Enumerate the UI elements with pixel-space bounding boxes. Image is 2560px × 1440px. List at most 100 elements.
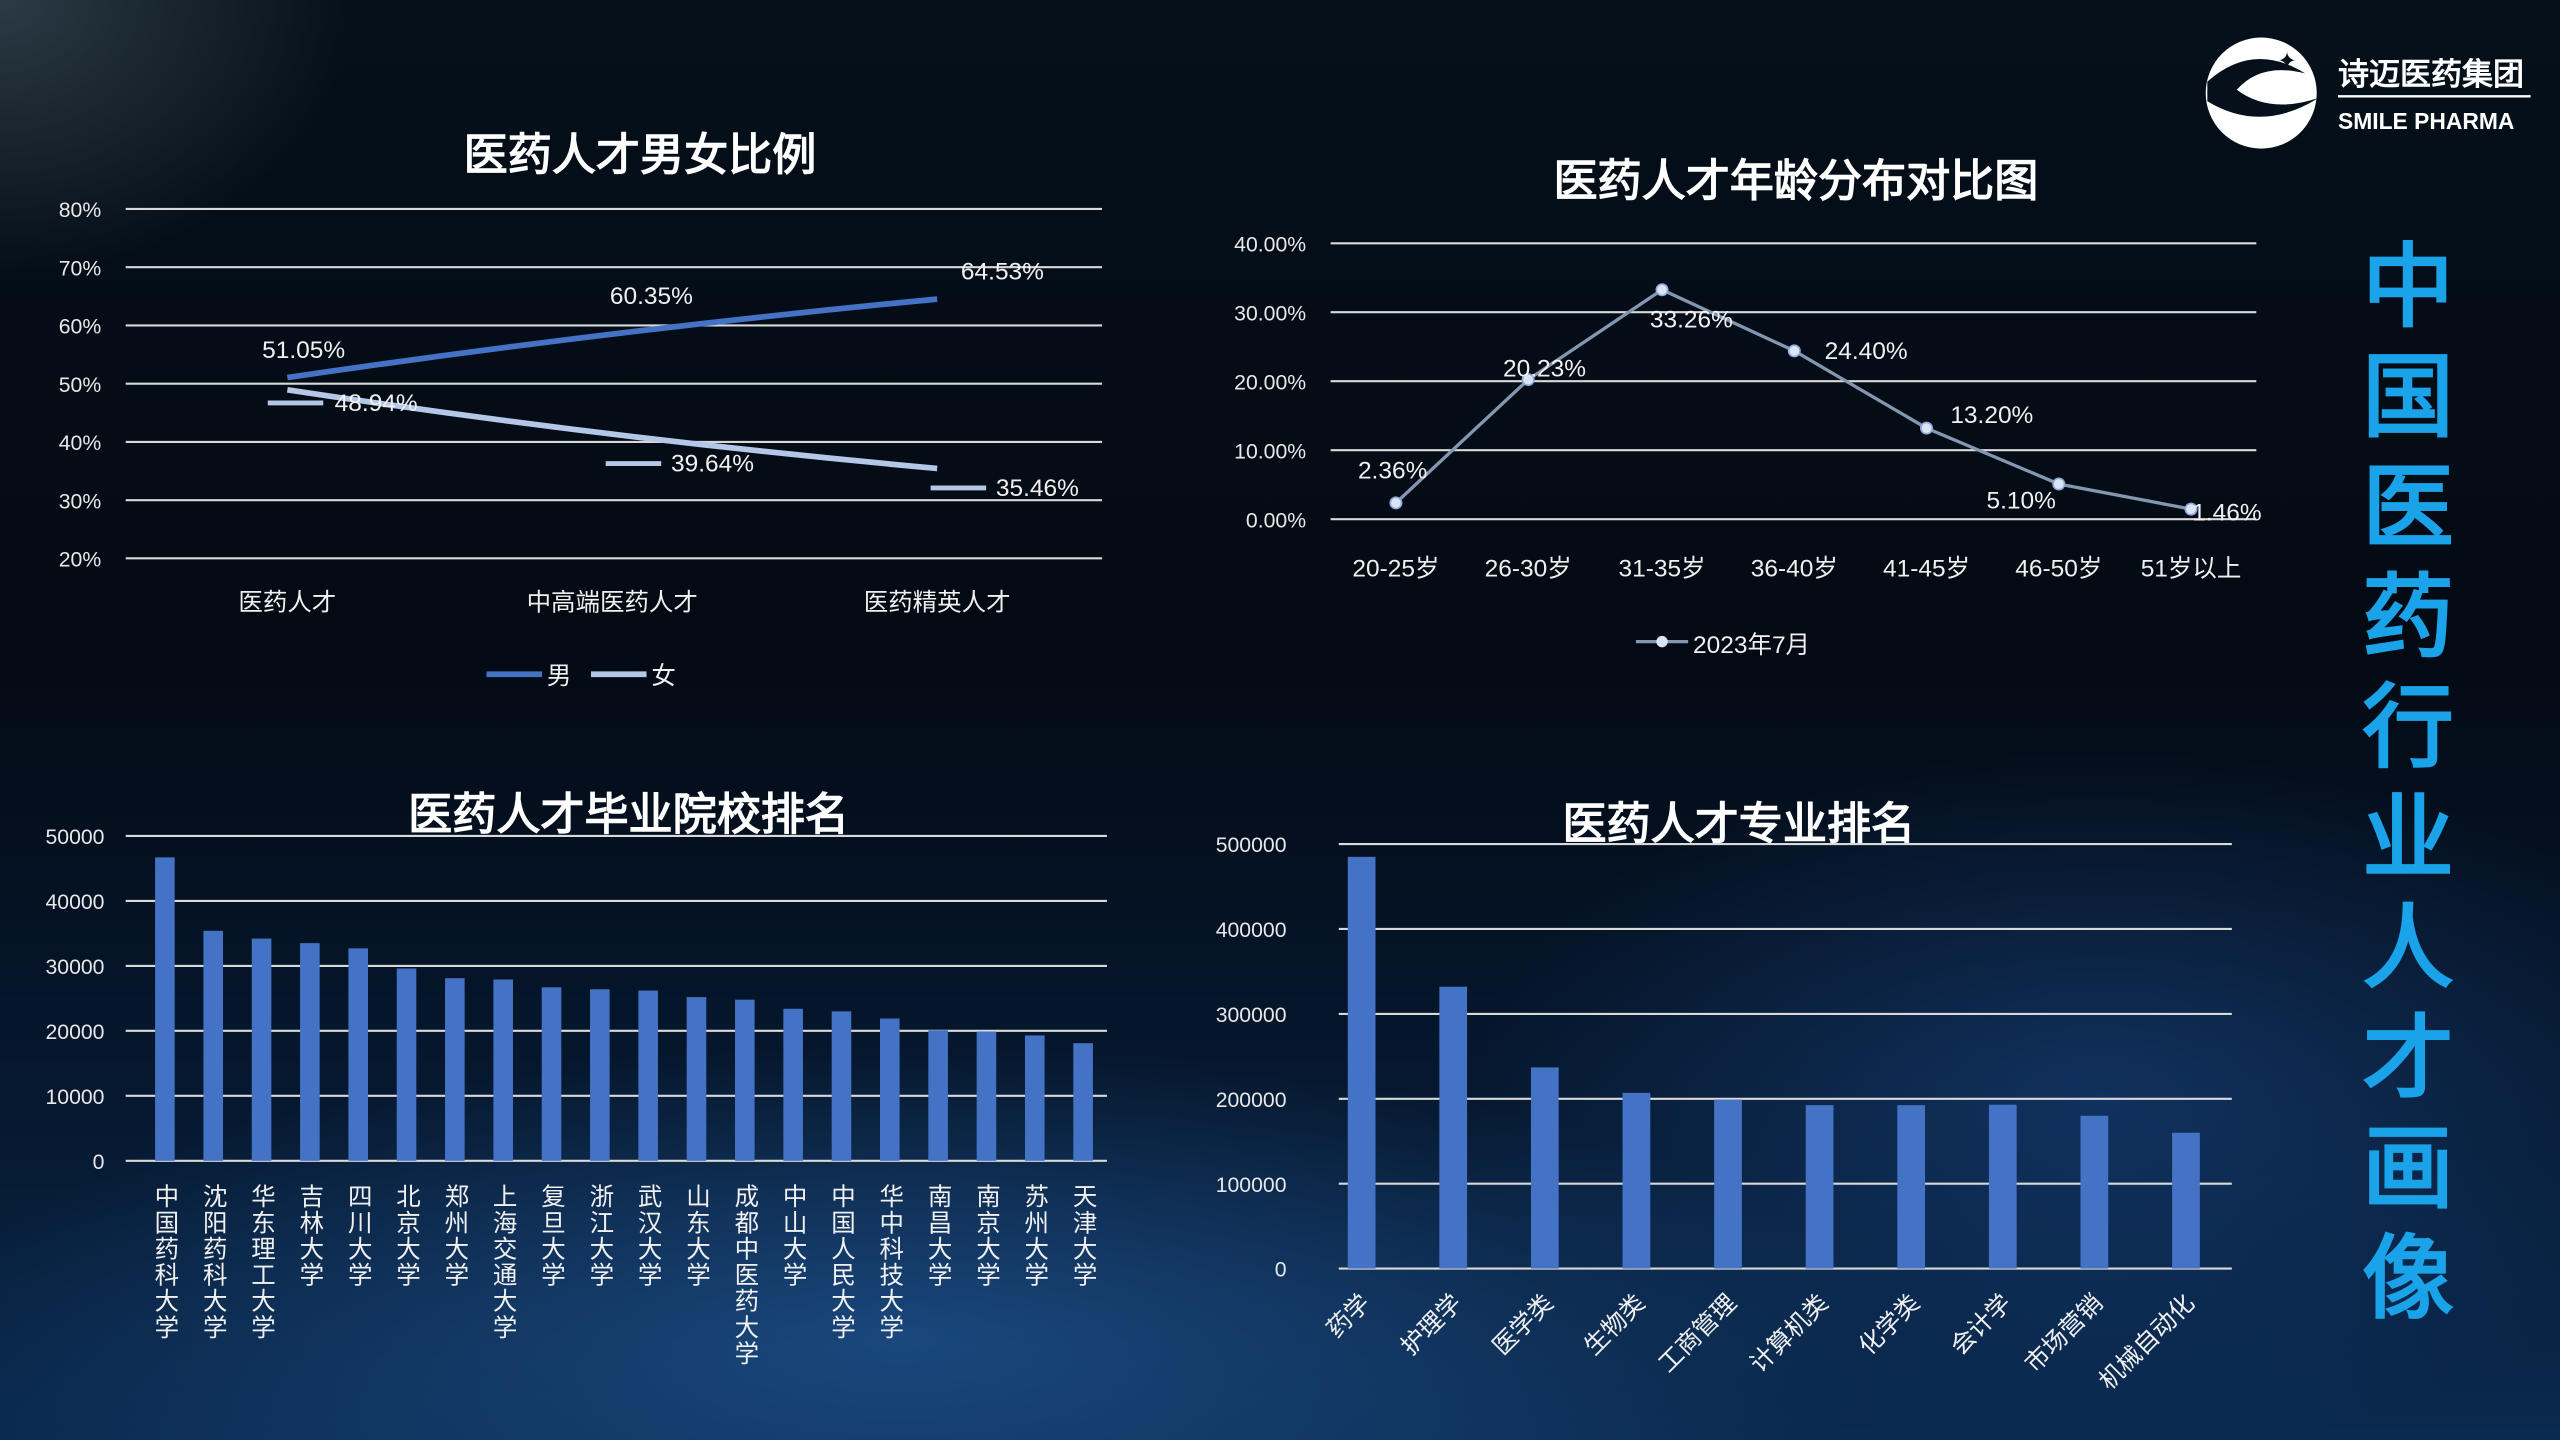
chart-title: 医药人才毕业院校排名 bbox=[408, 790, 849, 839]
logo-star-icon: ✦ bbox=[2278, 48, 2297, 74]
bar bbox=[155, 857, 175, 1161]
x-tick-label: 药学 bbox=[1321, 1289, 1375, 1343]
side-title-char: 药 bbox=[2362, 567, 2453, 669]
x-tick-label: 医学类 bbox=[1487, 1289, 1559, 1361]
legend-label: 女 bbox=[651, 662, 675, 690]
x-tick-label: 20-25岁 bbox=[1352, 554, 1439, 582]
logo: ✦ 诗迈医药集团 SMILE PHARMA bbox=[2205, 37, 2531, 149]
bar bbox=[396, 968, 417, 1161]
y-tick-label: 20000 bbox=[45, 1021, 104, 1044]
bar bbox=[1897, 1105, 1926, 1269]
x-tick-label: 工商管理 bbox=[1653, 1289, 1742, 1378]
data-label: 2.36% bbox=[1358, 457, 1427, 484]
bar bbox=[1714, 1099, 1742, 1269]
x-tick-label: 武汉大学 bbox=[635, 1183, 662, 1288]
x-tick-label: 南京大学 bbox=[973, 1183, 1000, 1288]
y-tick-label: 30000 bbox=[45, 956, 104, 979]
logo-text-en: SMILE PHARMA bbox=[2338, 108, 2514, 134]
x-tick-label: 复旦大学 bbox=[538, 1183, 565, 1288]
y-tick-label: 400000 bbox=[1216, 919, 1287, 942]
x-tick-label: 护理学 bbox=[1396, 1289, 1468, 1361]
series-line bbox=[1394, 287, 2192, 511]
y-tick-label: 300000 bbox=[1216, 1004, 1287, 1027]
logo-text-cn: 诗迈医药集团 bbox=[2338, 57, 2524, 92]
data-label: 48.94% bbox=[335, 390, 418, 417]
bar bbox=[1347, 856, 1376, 1269]
data-point bbox=[1787, 344, 1801, 358]
x-tick-label: 51岁以上 bbox=[2141, 554, 2242, 582]
bar bbox=[1805, 1105, 1834, 1269]
legend-label: 2023年7月 bbox=[1693, 631, 1810, 659]
side-title-char: 像 bbox=[2362, 1228, 2454, 1330]
series-line-男 bbox=[286, 296, 938, 381]
x-tick-label: 计算机类 bbox=[1745, 1289, 1834, 1378]
x-tick-label: 医药精英人才 bbox=[864, 589, 1011, 617]
bar bbox=[300, 943, 320, 1161]
gender-ratio-chart: 医药人才男女比例 80% 70% 60% 50% 40% 30% 20% 医药人才 中高端医药人才… bbox=[59, 131, 1103, 690]
x-tick-label: 化学类 bbox=[1854, 1289, 1926, 1361]
y-tick-label: 40.00% bbox=[1234, 233, 1306, 256]
side-title-char: 才 bbox=[2362, 1008, 2453, 1110]
bar bbox=[880, 1018, 900, 1161]
bar bbox=[638, 990, 658, 1161]
side-title-char: 业 bbox=[2362, 787, 2453, 889]
y-tick-label: 30% bbox=[59, 490, 102, 513]
legend-label: 男 bbox=[547, 663, 571, 690]
data-point bbox=[1521, 373, 1535, 387]
x-tick-label: 中高端医药人才 bbox=[527, 589, 698, 617]
y-tick-label: 0 bbox=[93, 1151, 105, 1174]
y-tick-label: 500000 bbox=[1216, 834, 1287, 857]
x-tick-label: 中国人民大学 bbox=[828, 1183, 855, 1340]
bar bbox=[590, 989, 610, 1161]
side-title-char: 人 bbox=[2362, 898, 2453, 1000]
x-tick-label: 中山大学 bbox=[780, 1183, 807, 1288]
y-tick-label: 40000 bbox=[45, 891, 104, 914]
bar bbox=[2080, 1115, 2109, 1269]
x-tick-label: 天津大学 bbox=[1070, 1184, 1097, 1288]
legend-marker bbox=[1656, 635, 1668, 648]
bar bbox=[348, 948, 368, 1161]
bar bbox=[686, 997, 707, 1161]
x-tick-label: 中国药科大学 bbox=[151, 1183, 178, 1340]
y-tick-label: 50% bbox=[59, 374, 102, 397]
y-tick-label: 0 bbox=[1275, 1259, 1287, 1282]
x-tick-label: 华中科技大学 bbox=[876, 1183, 903, 1340]
bar bbox=[493, 979, 513, 1161]
data-label: 64.53% bbox=[961, 258, 1044, 285]
bar bbox=[1073, 1043, 1093, 1161]
y-tick-label: 50000 bbox=[45, 826, 104, 849]
chart-title: 医药人才年龄分布对比图 bbox=[1553, 157, 2038, 206]
x-tick-label: 机械自动化 bbox=[2094, 1289, 2200, 1395]
age-distribution-chart: 医药人才年龄分布对比图 40.00% 30.00% 20.00% 10.00% 0.00%… bbox=[1234, 157, 2261, 659]
bar bbox=[1439, 986, 1468, 1269]
data-point bbox=[2184, 502, 2198, 516]
x-tick-label: 郑州大学 bbox=[441, 1183, 468, 1288]
data-label: 1.46% bbox=[2192, 500, 2261, 527]
x-tick-label: 会计学 bbox=[1945, 1289, 2017, 1361]
data-label: 20.23% bbox=[1503, 355, 1586, 382]
data-label: 33.26% bbox=[1650, 306, 1733, 333]
data-label: 51.05% bbox=[262, 337, 345, 364]
x-tick-label: 北京大学 bbox=[393, 1184, 420, 1288]
data-label: 24.40% bbox=[1825, 338, 1908, 365]
y-tick-label: 60% bbox=[59, 316, 102, 339]
x-tick-label: 沈阳药科大学 bbox=[200, 1183, 227, 1340]
chart-title: 医药人才专业排名 bbox=[1562, 800, 1915, 849]
bar bbox=[541, 987, 562, 1161]
bar bbox=[831, 1011, 852, 1161]
data-label: 35.46% bbox=[996, 475, 1079, 502]
x-tick-label: 生物类 bbox=[1579, 1289, 1651, 1361]
x-tick-label: 31-35岁 bbox=[1619, 554, 1706, 582]
bar bbox=[1988, 1104, 2017, 1269]
y-tick-label: 100000 bbox=[1216, 1174, 1287, 1197]
y-tick-label: 200000 bbox=[1216, 1089, 1287, 1112]
data-point bbox=[1655, 283, 1669, 297]
data-point bbox=[1920, 421, 1934, 435]
bar bbox=[735, 999, 755, 1161]
y-tick-label: 70% bbox=[59, 257, 102, 280]
side-title-char: 医 bbox=[2362, 457, 2453, 559]
x-tick-label: 吉林大学 bbox=[296, 1183, 323, 1288]
y-tick-label: 0.00% bbox=[1246, 509, 1306, 532]
